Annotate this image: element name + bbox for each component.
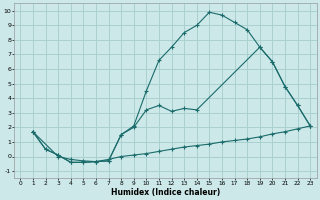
X-axis label: Humidex (Indice chaleur): Humidex (Indice chaleur): [111, 188, 220, 197]
